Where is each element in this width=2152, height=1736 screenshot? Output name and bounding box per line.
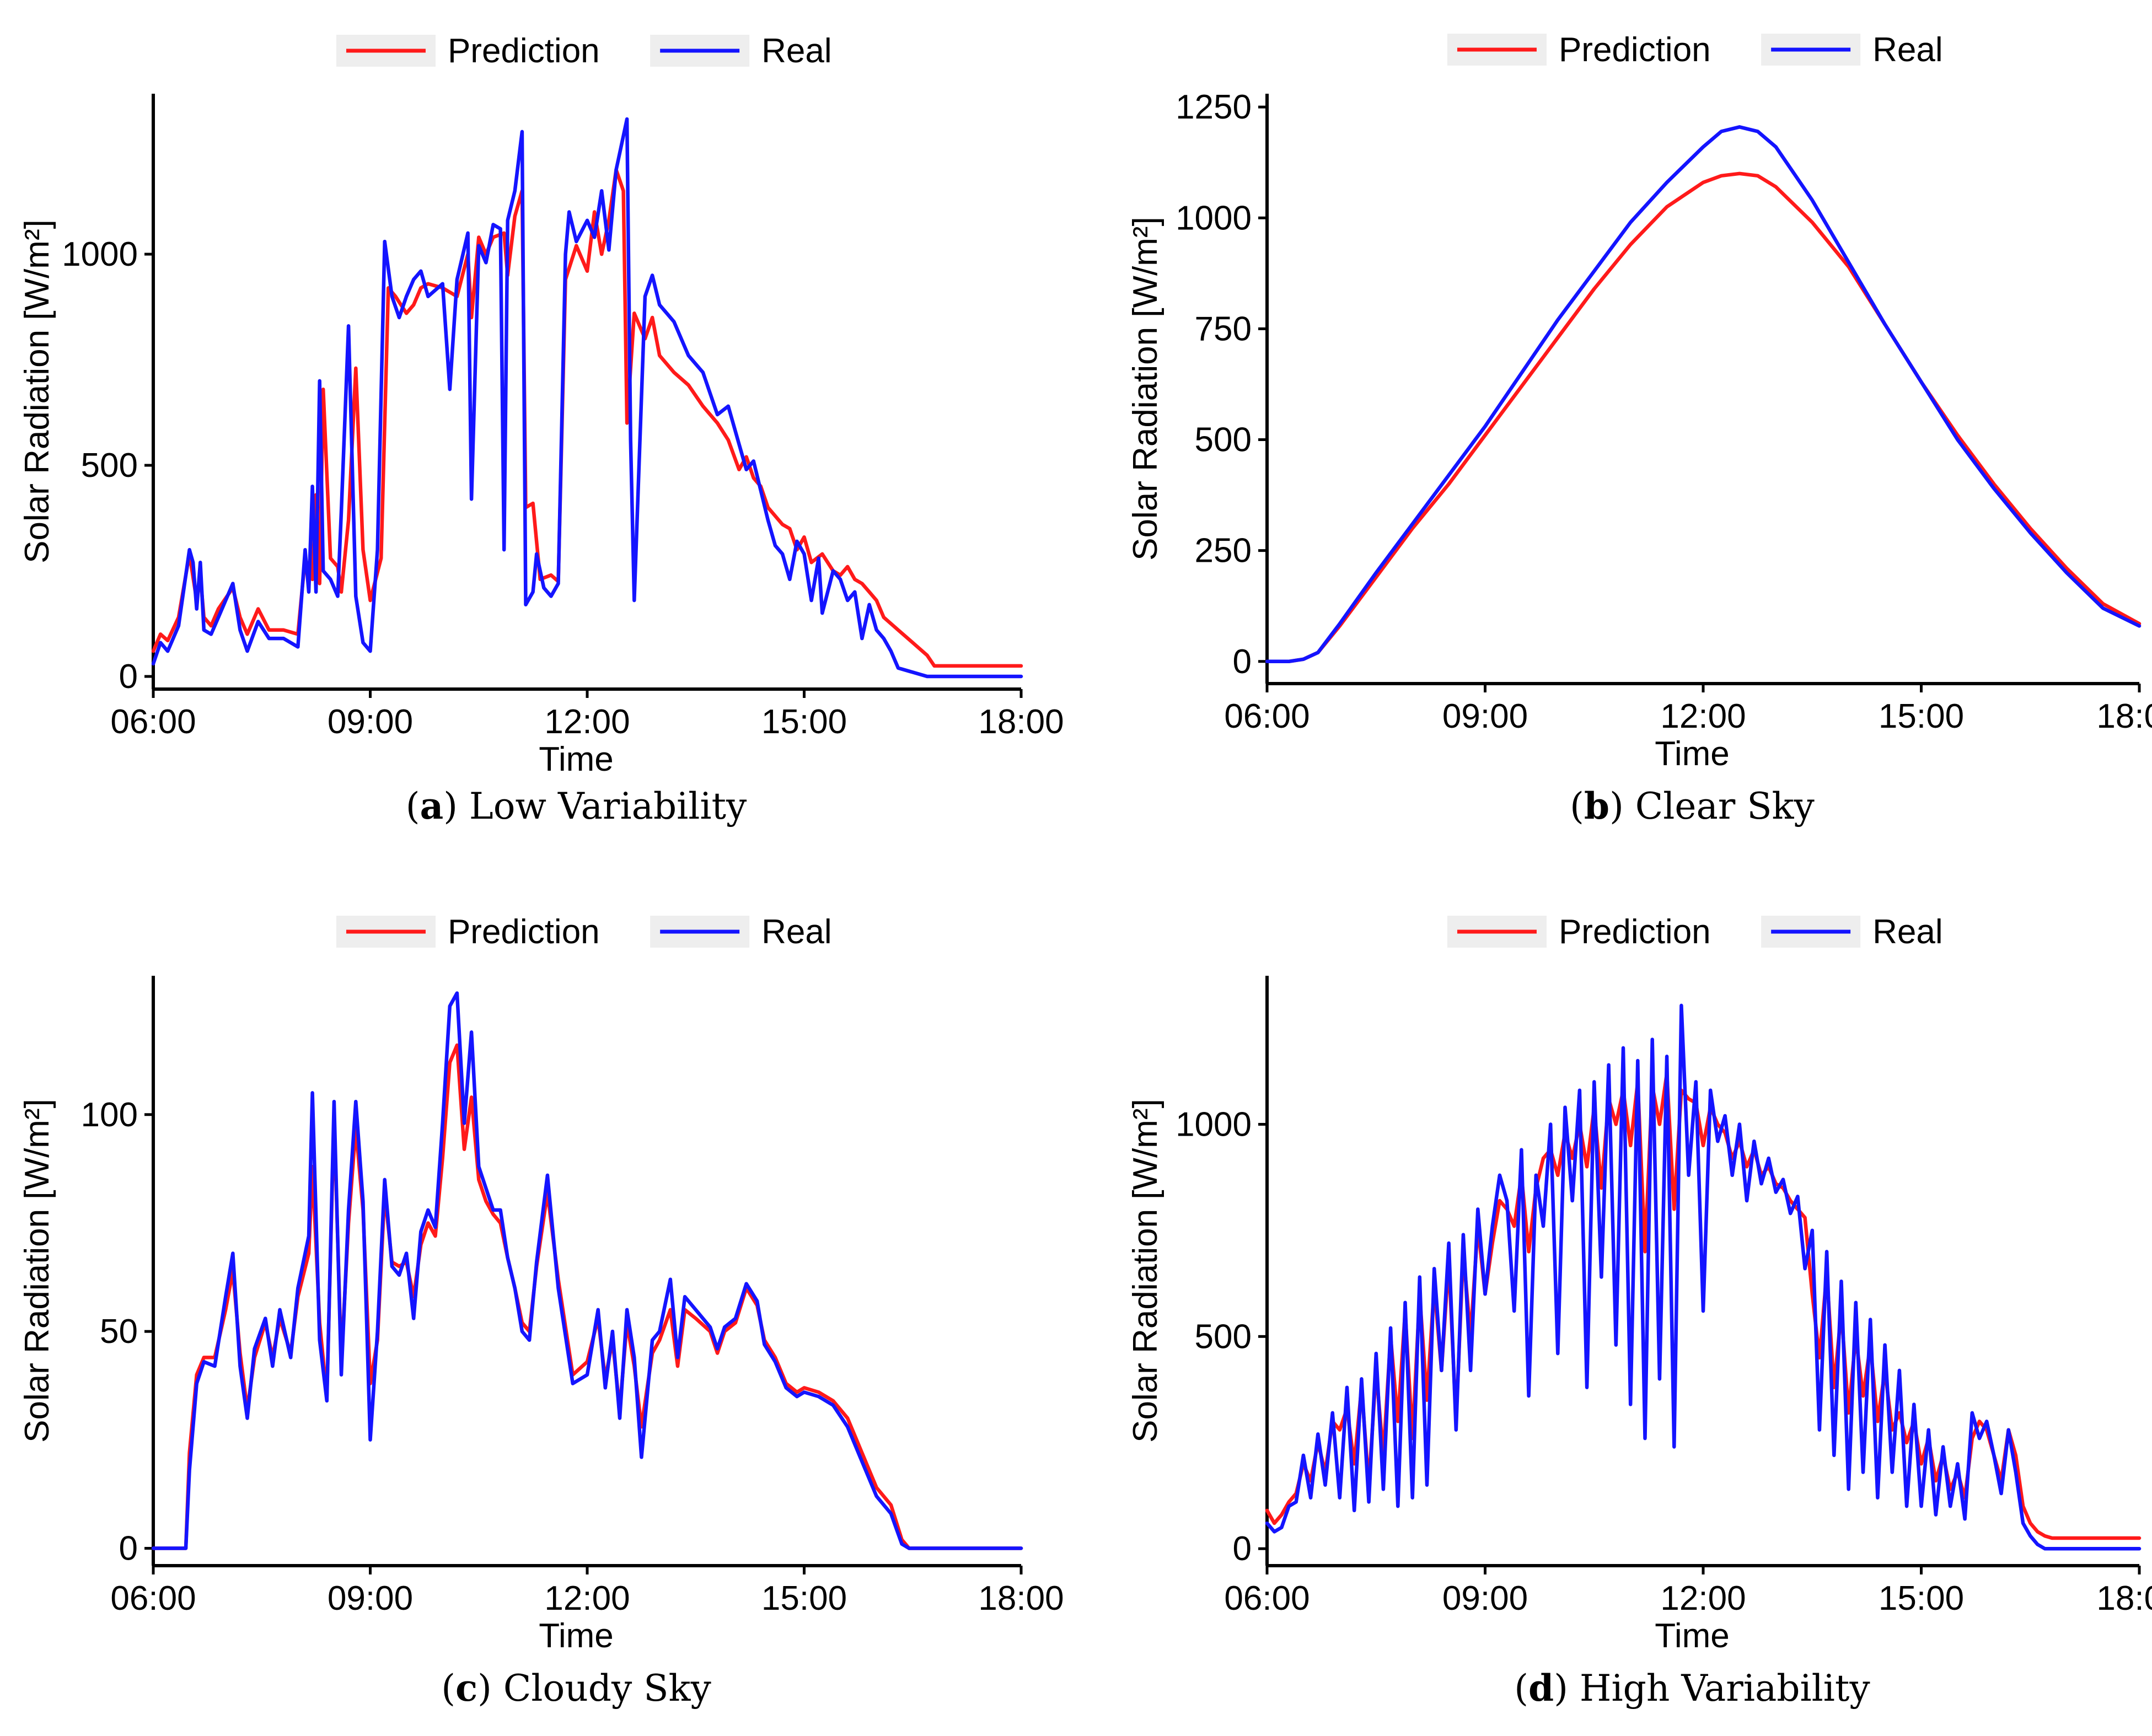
y-tick-label: 0 bbox=[119, 1530, 138, 1568]
x-tick-label: 12:00 bbox=[1660, 1579, 1746, 1617]
x-tick-label: 09:00 bbox=[328, 1579, 413, 1617]
y-tick-label: 1000 bbox=[1176, 199, 1252, 237]
legend-label-real: Real bbox=[761, 913, 832, 951]
y-tick-label: 100 bbox=[81, 1096, 138, 1134]
series-line-prediction bbox=[151, 168, 1023, 668]
panel-caption: (b) Clear Sky bbox=[1570, 784, 1815, 827]
x-tick-label: 09:00 bbox=[1442, 697, 1528, 735]
legend-label-prediction: Prediction bbox=[448, 913, 600, 951]
y-tick-label: 500 bbox=[1195, 1318, 1252, 1356]
x-tick-label: 12:00 bbox=[544, 1579, 630, 1617]
panel-caption: (a) Low Variability bbox=[406, 784, 747, 827]
panel-a-low-variability: 06:00 09:00 12:00 15:00 18:00 0 500 1000 Time Sol… bbox=[18, 32, 1064, 827]
x-tick-label: 15:00 bbox=[761, 1579, 847, 1617]
y-tick-label: 750 bbox=[1195, 310, 1252, 348]
series-line-real bbox=[1265, 125, 2142, 664]
y-tick-label: 1000 bbox=[1176, 1105, 1252, 1143]
y-tick-label: 1000 bbox=[62, 235, 138, 273]
series-line-prediction bbox=[151, 1043, 1023, 1550]
x-tick-label: 18:00 bbox=[2096, 697, 2152, 735]
y-axis-title: Solar Radiation [W/m²] bbox=[1126, 217, 1164, 561]
legend-label-prediction: Prediction bbox=[1559, 31, 1711, 69]
legend-label-prediction: Prediction bbox=[1559, 913, 1711, 951]
y-tick-label: 500 bbox=[1195, 421, 1252, 459]
series-line-real bbox=[151, 991, 1023, 1550]
y-axis-title: Solar Radiation [W/m²] bbox=[1126, 1099, 1164, 1443]
x-tick-label: 06:00 bbox=[110, 703, 196, 741]
x-tick-label: 09:00 bbox=[328, 703, 413, 741]
x-tick-label: 06:00 bbox=[110, 1579, 196, 1617]
series-line-real bbox=[1265, 1003, 2142, 1551]
y-axis-title: Solar Radiation [W/m²] bbox=[18, 219, 56, 563]
x-axis-title: Time bbox=[1655, 1617, 1729, 1655]
legend: Prediction Real bbox=[336, 32, 832, 70]
panel-b-clear-sky: 06:00 09:00 12:00 15:00 18:00 0 250 500 750 1000 1… bbox=[1126, 31, 2152, 827]
x-tick-label: 09:00 bbox=[1442, 1579, 1528, 1617]
y-tick-label: 50 bbox=[100, 1313, 138, 1351]
x-tick-label: 18:00 bbox=[978, 703, 1064, 741]
legend-label-real: Real bbox=[1872, 31, 1943, 69]
legend: Prediction Real bbox=[336, 913, 832, 951]
legend: Prediction Real bbox=[1447, 31, 1943, 69]
legend-label-real: Real bbox=[761, 32, 832, 70]
legend: Prediction Real bbox=[1447, 913, 1943, 951]
x-axis-title: Time bbox=[539, 1617, 613, 1655]
panel-d-high-variability: 06:00 09:00 12:00 15:00 18:00 0 500 1000 Time Sol… bbox=[1126, 913, 2152, 1710]
series-line-prediction bbox=[1265, 171, 2142, 664]
x-tick-label: 15:00 bbox=[1879, 1579, 1964, 1617]
y-tick-label: 0 bbox=[1233, 1530, 1252, 1568]
x-tick-label: 15:00 bbox=[761, 703, 847, 741]
x-tick-label: 15:00 bbox=[1879, 697, 1964, 735]
x-tick-label: 06:00 bbox=[1224, 697, 1310, 735]
panel-c-cloudy-sky: 06:00 09:00 12:00 15:00 18:00 0 50 100 Time Solar… bbox=[18, 913, 1064, 1710]
x-tick-label: 18:00 bbox=[978, 1579, 1064, 1617]
y-tick-label: 0 bbox=[1233, 643, 1252, 681]
legend-label-real: Real bbox=[1872, 913, 1943, 951]
series-line-real bbox=[151, 117, 1023, 679]
legend-label-prediction: Prediction bbox=[448, 32, 600, 70]
y-tick-label: 500 bbox=[81, 447, 138, 485]
y-axis-title: Solar Radiation [W/m²] bbox=[18, 1099, 56, 1443]
panel-caption: (d) High Variability bbox=[1514, 1667, 1870, 1710]
panel-caption: (c) Cloudy Sky bbox=[441, 1667, 711, 1710]
y-tick-label: 250 bbox=[1195, 532, 1252, 570]
y-tick-label: 0 bbox=[119, 658, 138, 696]
x-axis-title: Time bbox=[1655, 735, 1729, 773]
x-axis-title: Time bbox=[539, 740, 613, 778]
y-tick-label: 1250 bbox=[1176, 88, 1252, 126]
x-tick-label: 12:00 bbox=[1660, 697, 1746, 735]
x-tick-label: 18:00 bbox=[2096, 1579, 2152, 1617]
x-tick-label: 12:00 bbox=[544, 703, 630, 741]
x-tick-label: 06:00 bbox=[1224, 1579, 1310, 1617]
